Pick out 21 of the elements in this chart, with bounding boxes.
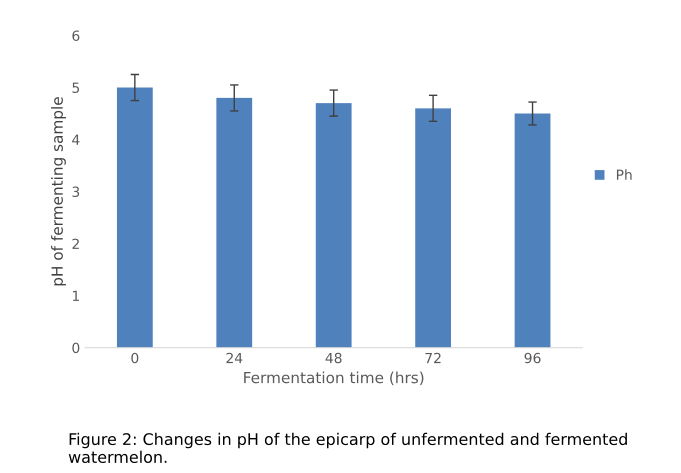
bar: [316, 103, 352, 348]
x-tick-label: 96: [524, 352, 541, 364]
x-tick-label: 0: [131, 352, 138, 364]
y-tick-label: 2: [72, 238, 79, 249]
x-axis-title: Fermentation time (hrs): [244, 372, 424, 386]
legend-label: Ph: [616, 169, 632, 180]
x-tick-label: 24: [226, 352, 242, 364]
y-tick-label: 6: [72, 30, 80, 41]
bar: [514, 114, 550, 348]
bar: [216, 98, 252, 348]
caption: Figure 2: Changes in pH of the epicarp of unfermented and fermented watermelon.: [68, 432, 627, 464]
y-tick-label: 3: [72, 186, 80, 198]
y-tick-label: 5: [72, 82, 80, 93]
y-axis-title: pH of fermenting sample: [51, 97, 66, 286]
x-tick-label: 48: [326, 352, 342, 364]
y-tick-label: 4: [72, 134, 80, 145]
bar: [415, 108, 452, 348]
bar: [116, 88, 153, 348]
y-tick-label: 1: [72, 290, 79, 301]
x-tick-label: 72: [425, 352, 441, 364]
y-tick-label: 0: [72, 342, 80, 354]
